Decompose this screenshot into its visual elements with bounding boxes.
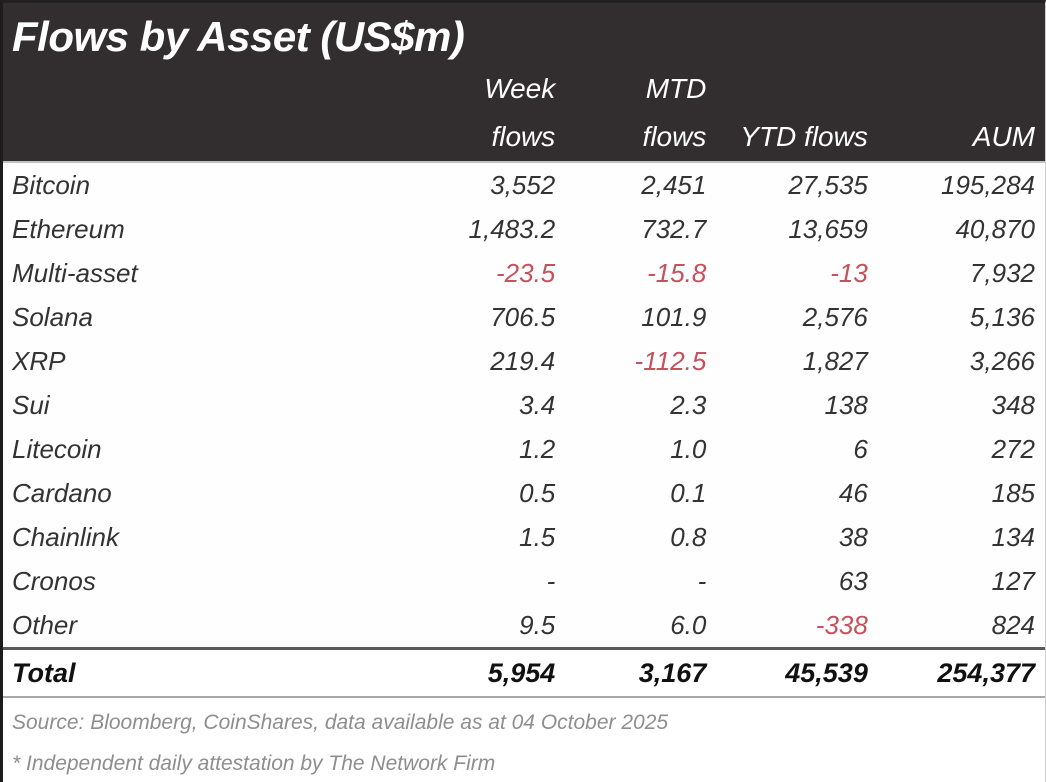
mtd-flows-cell: 101.9 — [555, 295, 707, 339]
asset-name-cell: Chainlink — [3, 515, 420, 559]
table-row: Bitcoin 3,552 2,451 27,535 195,284 — [3, 162, 1045, 207]
table-header: Flows by Asset (US$m) Week MTD flows flo… — [3, 3, 1045, 163]
footnotes: Source: Bloomberg, CoinShares, data avai… — [3, 698, 1045, 776]
aum-cell: 127 — [867, 559, 1045, 603]
ytd-flows-cell: 63 — [706, 559, 868, 603]
attestation-note: * Independent daily attestation by The N… — [12, 752, 496, 775]
ytd-flows-cell: -13 — [706, 251, 868, 295]
ytd-flows-cell: 38 — [706, 515, 868, 559]
col-mtd-header-line1: MTD — [555, 63, 707, 105]
week-flows-cell: 0.5 — [419, 471, 556, 515]
ytd-flows-cell: 138 — [706, 383, 868, 427]
asset-name-cell: Ethereum — [3, 207, 420, 251]
ytd-flows-cell: 27,535 — [706, 162, 868, 207]
week-flows-cell: 3.4 — [419, 383, 556, 427]
table-row: Cardano 0.5 0.1 46 185 — [3, 471, 1045, 515]
mtd-flows-cell: -112.5 — [555, 339, 707, 383]
mtd-flows-cell: -15.8 — [555, 251, 707, 295]
aum-cell: 40,870 — [867, 207, 1045, 251]
mtd-flows-cell: 0.8 — [555, 515, 707, 559]
col-asset-header-line2 — [3, 105, 420, 163]
table-row: Litecoin 1.2 1.0 6 272 — [3, 427, 1045, 471]
aum-cell: 272 — [867, 427, 1045, 471]
mtd-flows-cell: 6.0 — [555, 603, 707, 649]
aum-cell: 7,932 — [867, 251, 1045, 295]
col-week-header-line1: Week — [419, 63, 556, 105]
asset-name-cell: Bitcoin — [3, 162, 420, 207]
col-asset-header — [3, 63, 420, 105]
mtd-flows-cell: 1.0 — [555, 427, 707, 471]
col-aum-header: AUM — [867, 105, 1045, 163]
asset-name-cell: Solana — [3, 295, 420, 339]
week-flows-cell: -23.5 — [419, 251, 556, 295]
total-row: Total 5,954 3,167 45,539 254,377 — [3, 647, 1045, 698]
ytd-flows-cell: -338 — [706, 603, 868, 649]
aum-cell: 3,266 — [867, 339, 1045, 383]
total-ytd-flows: 45,539 — [706, 647, 868, 698]
week-flows-cell: 3,552 — [419, 162, 556, 207]
asset-name-cell: Sui — [3, 383, 420, 427]
aum-cell: 824 — [867, 603, 1045, 649]
total-week-flows: 5,954 — [419, 647, 556, 698]
asset-name-cell: Cronos — [3, 559, 420, 603]
asset-name-cell: Cardano — [3, 471, 420, 515]
week-flows-cell: 706.5 — [419, 295, 556, 339]
col-ytd-header-line1 — [706, 63, 868, 105]
table-row: Ethereum 1,483.2 732.7 13,659 40,870 — [3, 207, 1045, 251]
aum-cell: 5,136 — [867, 295, 1045, 339]
asset-name-cell: Other — [3, 603, 420, 649]
asset-name-cell: Multi-asset — [3, 251, 420, 295]
mtd-flows-cell: 0.1 — [555, 471, 707, 515]
asset-name-cell: Litecoin — [3, 427, 420, 471]
total-mtd-flows: 3,167 — [555, 647, 707, 698]
col-aum-header-line1 — [867, 63, 1045, 105]
header-line-2: flows flows YTD flows AUM — [3, 105, 1045, 163]
table-row: Multi-asset -23.5 -15.8 -13 7,932 — [3, 251, 1045, 295]
table-row: Chainlink 1.5 0.8 38 134 — [3, 515, 1045, 559]
table-row: Sui 3.4 2.3 138 348 — [3, 383, 1045, 427]
header-line-1: Week MTD — [3, 63, 1045, 105]
flows-table: Flows by Asset (US$m) Week MTD flows flo… — [3, 3, 1045, 698]
mtd-flows-cell: - — [555, 559, 707, 603]
page-title: Flows by Asset (US$m) — [3, 3, 1045, 63]
week-flows-cell: 1,483.2 — [419, 207, 556, 251]
aum-cell: 195,284 — [867, 162, 1045, 207]
ytd-flows-cell: 13,659 — [706, 207, 868, 251]
asset-name-cell: XRP — [3, 339, 420, 383]
col-week-header-line2: flows — [419, 105, 556, 163]
week-flows-cell: 9.5 — [419, 603, 556, 649]
ytd-flows-cell: 6 — [706, 427, 868, 471]
week-flows-cell: 1.2 — [419, 427, 556, 471]
mtd-flows-cell: 732.7 — [555, 207, 707, 251]
week-flows-cell: - — [419, 559, 556, 603]
table-body: Bitcoin 3,552 2,451 27,535 195,284 Ether… — [3, 162, 1045, 649]
aum-cell: 185 — [867, 471, 1045, 515]
total-label: Total — [3, 647, 420, 698]
aum-cell: 348 — [867, 383, 1045, 427]
table-footer: Total 5,954 3,167 45,539 254,377 — [3, 647, 1045, 698]
mtd-flows-cell: 2,451 — [555, 162, 707, 207]
table-row: XRP 219.4 -112.5 1,827 3,266 — [3, 339, 1045, 383]
table-row: Other 9.5 6.0 -338 824 — [3, 603, 1045, 649]
ytd-flows-cell: 2,576 — [706, 295, 868, 339]
ytd-flows-cell: 46 — [706, 471, 868, 515]
title-row: Flows by Asset (US$m) — [3, 3, 1045, 63]
week-flows-cell: 1.5 — [419, 515, 556, 559]
table-row: Cronos - - 63 127 — [3, 559, 1045, 603]
week-flows-cell: 219.4 — [419, 339, 556, 383]
mtd-flows-cell: 2.3 — [555, 383, 707, 427]
table-row: Solana 706.5 101.9 2,576 5,136 — [3, 295, 1045, 339]
ytd-flows-cell: 1,827 — [706, 339, 868, 383]
aum-cell: 134 — [867, 515, 1045, 559]
total-aum: 254,377 — [867, 647, 1045, 698]
source-note: Source: Bloomberg, CoinShares, data avai… — [12, 711, 669, 734]
col-ytd-header: YTD flows — [706, 105, 868, 163]
col-mtd-header-line2: flows — [555, 105, 707, 163]
